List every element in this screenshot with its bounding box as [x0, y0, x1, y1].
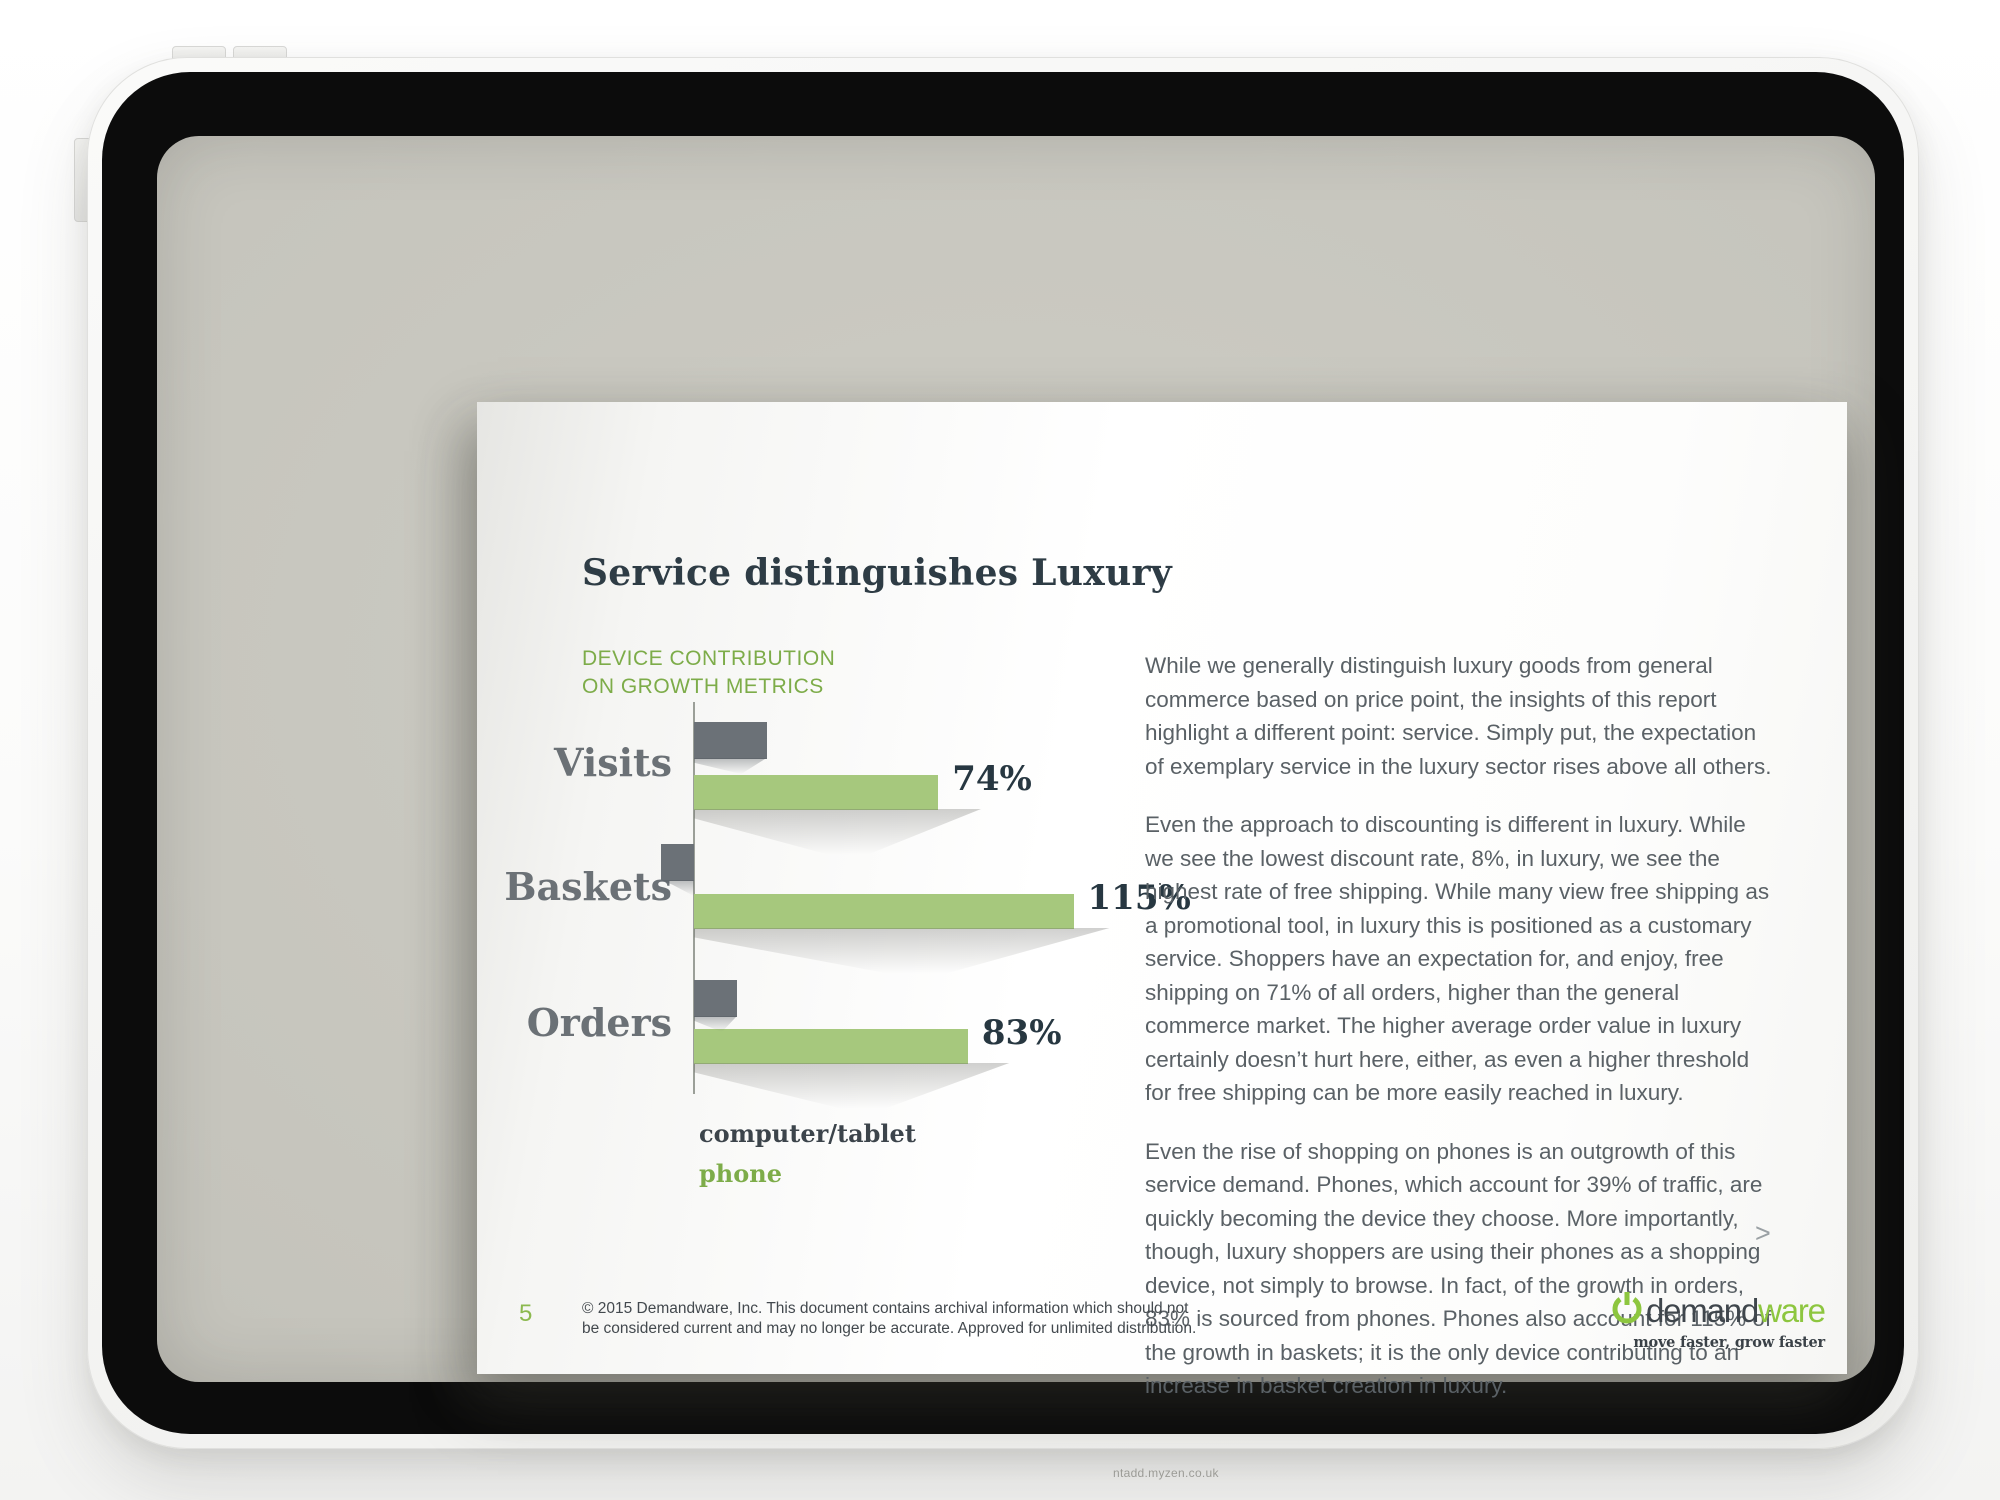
copyright-text: © 2015 Demandware, Inc. This document co… [582, 1299, 1196, 1339]
legend-computer-tablet: computer/tablet [699, 1119, 916, 1148]
bar-computer-tablet-visits [694, 722, 767, 759]
body-paragraph-3: Even the rise of shopping on phones is a… [1145, 1138, 1772, 1399]
value-label-orders: 83% [981, 1013, 1062, 1053]
body-text-column: While we generally distinguish luxury go… [1145, 649, 1773, 1428]
category-label-orders: Orders [526, 1000, 672, 1045]
bar-computer-tablet-orders [694, 980, 737, 1017]
body-paragraph-1: While we generally distinguish luxury go… [1145, 653, 1772, 779]
power-icon [1610, 1288, 1644, 1333]
chevron-right-icon[interactable]: > [1755, 1218, 1771, 1248]
photo-watermark: ntadd.myzen.co.uk [1113, 1466, 1219, 1480]
slide-title: Service distinguishes Luxury [582, 552, 1172, 594]
logo-wordmark: demandware [1646, 1291, 1826, 1330]
chart-legend: computer/tablet phone [699, 1114, 916, 1194]
body-paragraph-2: Even the approach to discounting is diff… [1145, 812, 1770, 1105]
bar-phone-orders [694, 1029, 968, 1064]
logo-text-demand: demand [1646, 1291, 1759, 1329]
logo-tagline: move faster, grow faster [1633, 1334, 1825, 1351]
bar-shadow [694, 809, 981, 861]
bar-shadow [694, 1063, 1010, 1115]
tablet-screen: Service distinguishes Luxury DEVICE CONT… [157, 136, 1875, 1480]
copyright-line1: © 2015 Demandware, Inc. This document co… [582, 1300, 1189, 1317]
category-label-visits: Visits [553, 740, 672, 785]
bar-phone-visits [694, 775, 939, 810]
tablet-device: Service distinguishes Luxury DEVICE CONT… [87, 57, 1919, 1480]
bar-shadow [694, 758, 767, 774]
tablet-bezel: Service distinguishes Luxury DEVICE CONT… [102, 72, 1904, 1480]
value-label-baskets: 115% [1087, 878, 1191, 918]
bar-phone-baskets [694, 894, 1074, 929]
page-number: 5 [519, 1300, 533, 1327]
legend-phone: phone [699, 1159, 782, 1188]
presentation-slide: Service distinguishes Luxury DEVICE CONT… [477, 402, 1847, 1398]
bar-shadow [694, 928, 1110, 980]
bar-computer-tablet-baskets [661, 844, 694, 881]
value-label-visits: 74% [952, 759, 1032, 799]
logo-text-ware: ware [1758, 1291, 1826, 1329]
chart-heading: DEVICE CONTRIBUTION ON GROWTH METRICS [582, 645, 835, 701]
copyright-line2: be considered current and may no longer … [582, 1320, 1197, 1337]
category-label-baskets: Baskets [504, 864, 672, 909]
chart-heading-line2: ON GROWTH METRICS [582, 675, 824, 698]
chart-heading-line1: DEVICE CONTRIBUTION [582, 647, 836, 670]
demandware-logo: demandware move faster, grow faster [1610, 1288, 1826, 1351]
